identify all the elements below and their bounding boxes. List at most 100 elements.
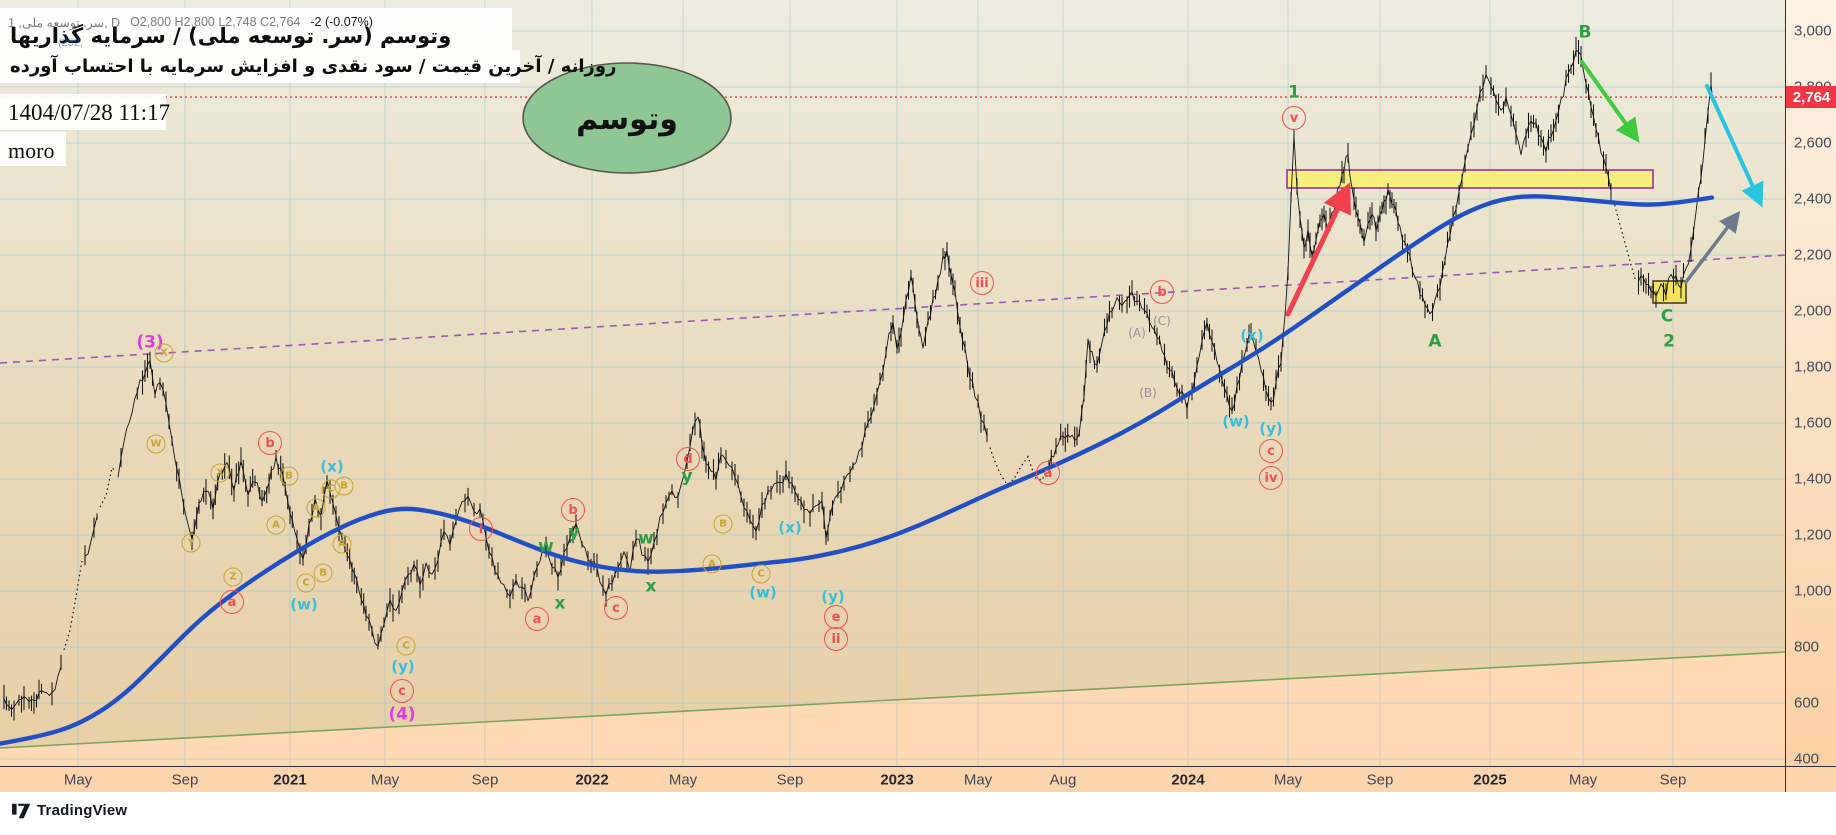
wave-label-cyan[interactable]: (y) — [391, 657, 415, 676]
wave-label-red[interactable]: a — [525, 607, 549, 631]
wave-label-red[interactable]: b — [258, 431, 282, 455]
note-overlay-box — [0, 132, 66, 166]
wave-label-yellow[interactable]: A — [332, 534, 352, 554]
wave-label-yellow[interactable]: Z — [223, 567, 243, 587]
legend-symbol-text: سر. توسعه ملی, 1, D — [8, 16, 121, 30]
chart-plot-area[interactable]: وتوسم سر. توسعه ملی, 1, D O2,800 H2,800 … — [0, 0, 1785, 766]
symbol-legend[interactable]: سر. توسعه ملی, 1, D O2,800 H2,800 L2,748… — [8, 15, 373, 30]
upper-dashed-trendline[interactable] — [0, 254, 1785, 364]
wave-label-cyan[interactable]: (x) — [320, 457, 344, 476]
wave-label-cyan[interactable]: (x) — [778, 518, 802, 537]
wave-label-cyan[interactable]: (y) — [821, 587, 845, 606]
wave-label-red[interactable]: e — [824, 605, 848, 629]
wave-label-cyan[interactable]: (w) — [290, 595, 318, 614]
wave-label-red[interactable]: iv — [1259, 466, 1283, 490]
wave-label-cyan[interactable]: (x) — [1240, 326, 1264, 345]
wave-label-yellow[interactable]: Y — [181, 533, 201, 553]
wave-label-cyan[interactable]: (w) — [749, 583, 777, 602]
time-axis-month-label: May — [1568, 771, 1598, 789]
price-axis-label: 1,800 — [1794, 358, 1832, 376]
wave-label-gray[interactable]: (A) — [1128, 326, 1146, 340]
wave-label-gray[interactable]: (B) — [1139, 386, 1157, 400]
wave-label-yellow[interactable]: B — [713, 514, 733, 534]
subtitle-overlay-box — [0, 50, 520, 83]
wave-label-yellow[interactable]: B — [334, 476, 354, 496]
wave-label-red[interactable]: b — [1150, 280, 1174, 304]
tradingview-mark-icon — [12, 803, 31, 818]
wave-label-yellow[interactable]: C — [296, 573, 316, 593]
footer-bar: TradingView — [0, 792, 1836, 835]
wave-label-green[interactable]: x — [645, 576, 657, 597]
chart-note: moro — [8, 138, 55, 163]
wave-label-red[interactable]: iii — [970, 271, 994, 295]
wave-label-yellow[interactable]: X — [210, 463, 230, 483]
tradingview-wordmark: TradingView — [37, 802, 128, 819]
wave-label-magenta[interactable]: (4) — [388, 704, 416, 725]
price-axis-label: 1,400 — [1794, 470, 1832, 488]
wave-label-green[interactable]: C — [1660, 306, 1674, 327]
wave-label-yellow[interactable]: A — [702, 554, 722, 574]
candlestick-wicks — [3, 36, 1712, 721]
wave-label-red[interactable]: a — [1036, 461, 1060, 485]
wave-label-green[interactable]: w — [638, 528, 654, 549]
wave-label-red[interactable]: c — [1259, 439, 1283, 463]
price-axis-label: 2,000 — [1794, 302, 1832, 320]
wave-label-gray[interactable]: (C) — [1153, 314, 1171, 328]
wave-label-yellow[interactable]: X — [154, 343, 174, 363]
wave-label-cyan[interactable]: (y) — [1259, 419, 1283, 438]
time-axis-year-label: 2023 — [880, 771, 914, 789]
wave-label-green[interactable]: w — [538, 536, 554, 557]
price-axis[interactable]: 3,0002,8002,6002,4002,2002,0001,8001,600… — [1785, 0, 1836, 768]
price-axis-label: 2,200 — [1794, 246, 1832, 264]
wave-label-green[interactable]: B — [1578, 22, 1592, 43]
resistance-zone[interactable] — [1286, 169, 1654, 189]
wave-label-yellow[interactable]: B — [313, 563, 333, 583]
time-axis-month-label: May — [668, 771, 698, 789]
wave-label-green[interactable]: A — [1428, 331, 1442, 352]
wave-label-cyan[interactable]: (w) — [1222, 412, 1250, 431]
time-axis[interactable]: May Sep 2021 May Sep 2022 May Sep 2023 May Aug 2024… — [0, 766, 1785, 793]
wave-label-yellow[interactable]: C — [396, 636, 416, 656]
gray-up-arrow[interactable] — [1684, 210, 1741, 284]
legend-change-value: -2 (-0.07%) — [310, 15, 373, 29]
wave-label-red[interactable]: ii — [824, 627, 848, 651]
moving-average-line[interactable] — [0, 194, 1715, 746]
price-axis-label: 800 — [1794, 638, 1820, 656]
wave-label-green[interactable]: x — [554, 593, 566, 614]
wave-label-green[interactable]: 1 — [1288, 82, 1300, 103]
support-fill-region — [0, 652, 1785, 766]
red-up-arrow[interactable] — [1285, 182, 1351, 317]
price-axis-label: 1,600 — [1794, 414, 1832, 432]
symbol-ellipse[interactable] — [522, 62, 732, 174]
time-axis-year-label: 2022 — [575, 771, 609, 789]
price-chart-canvas[interactable]: وتوسم — [0, 0, 1785, 766]
green-down-arrow[interactable] — [1580, 60, 1640, 143]
wave-label-yellow[interactable]: B — [279, 466, 299, 486]
wave-label-red[interactable]: c — [390, 679, 414, 703]
time-axis-month-label: May — [1273, 771, 1303, 789]
wave-label-red[interactable]: v — [1282, 106, 1306, 130]
support-trendline[interactable] — [0, 651, 1785, 749]
wave-label-green[interactable]: y — [681, 466, 693, 487]
tradingview-logo[interactable]: TradingView — [12, 802, 127, 819]
time-axis-month-label: Sep — [776, 771, 804, 789]
wave-label-red[interactable]: i — [469, 517, 493, 541]
wave-label-green[interactable]: 2 — [1663, 331, 1675, 352]
wave-label-red[interactable]: c — [604, 596, 628, 620]
wave-label-red[interactable]: d — [676, 447, 700, 471]
wave-label-yellow[interactable]: A — [306, 498, 326, 518]
wave-label-yellow[interactable]: C — [751, 564, 771, 584]
wave-label-green[interactable]: y — [568, 522, 580, 543]
legend-volume-fragment: (252, — [58, 37, 84, 49]
candlestick-series[interactable] — [3, 49, 1713, 711]
wave-label-yellow[interactable]: A — [266, 515, 286, 535]
cyan-down-arrow[interactable] — [1705, 84, 1764, 208]
price-axis-label: 3,000 — [1794, 22, 1832, 40]
wave-label-yellow[interactable]: W — [146, 434, 166, 454]
time-axis-month-label: May — [370, 771, 400, 789]
wave-label-red[interactable]: a — [220, 590, 244, 614]
time-axis-month-label: May — [963, 771, 993, 789]
chart-subtitle: روزانه / آخرین قیمت / سود نقدی و افزایش … — [10, 56, 617, 77]
wave-label-red[interactable]: b — [561, 498, 585, 522]
